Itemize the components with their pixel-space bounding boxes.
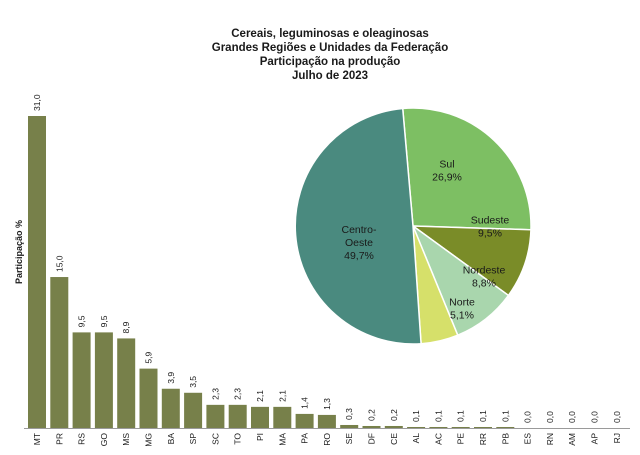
category-label-pr: PR [54,433,64,445]
bar-rs [72,332,91,428]
bar-ce [384,425,403,428]
pie-label-sul: Sul 26,9% [432,159,462,184]
category-label-pa: PA [300,433,310,444]
value-label-ro: 1,3 [322,398,332,410]
value-label-es: 0,0 [523,411,533,423]
pie-label-norte: Norte 5,1% [449,297,475,322]
value-label-pb: 0,1 [500,410,510,422]
value-label-rn: 0,0 [545,411,555,423]
value-label-pa: 1,4 [300,397,310,409]
bar-pr [50,277,69,428]
pie-label-sudeste: Sudeste 9,5% [471,215,510,240]
category-label-ce: CE [389,433,399,445]
pie-label-centro-oeste: Centro-Oeste 49,7% [341,224,377,262]
bar-al [407,426,426,428]
value-label-ap: 0,0 [590,411,600,423]
value-label-rr: 0,1 [478,410,488,422]
bar-ro [317,414,336,428]
value-label-se: 0,3 [344,408,354,420]
bar-ac [429,426,448,428]
chart-title: Cereais, leguminosas e oleaginosas Grand… [150,27,510,83]
value-label-am: 0,0 [567,411,577,423]
category-label-pi: PI [255,433,265,441]
value-label-df: 0,2 [367,409,377,421]
category-label-ap: AP [590,433,600,445]
category-label-rn: RN [545,433,555,445]
title-line-2: Grandes Regiões e Unidades da Federação [211,42,449,54]
bar-pb [496,426,515,428]
value-label-pe: 0,1 [456,410,466,422]
bar-ms [117,338,136,428]
value-label-al: 0,1 [411,410,421,422]
value-label-ms: 8,9 [121,321,131,333]
category-label-to: TO [233,433,243,445]
pie-slice-sul [401,107,532,231]
value-label-pi: 2,1 [255,390,265,402]
bar-ma [273,406,292,428]
bar-pe [451,426,470,428]
bar-mg [139,368,158,428]
value-label-rs: 9,5 [77,315,87,327]
bar-sp [184,392,203,428]
pie-label-nordeste: Nordeste 8,8% [463,265,506,290]
bar-pa [295,413,314,428]
value-label-sp: 3,5 [188,376,198,388]
bar-ba [161,388,180,428]
value-label-go: 9,5 [99,315,109,327]
bar-to [228,404,247,428]
category-label-rs: RS [77,433,87,445]
category-label-rj: RJ [612,433,622,443]
value-label-to: 2,3 [233,388,243,400]
bar-sc [206,404,225,428]
category-label-sc: SC [210,433,220,445]
bar-chart: Participação % 31,0 MT 15,0 PR 9,5 RS 9,5 GO 8,9 M… [14,94,630,447]
category-label-mt: MT [32,433,42,445]
category-label-sp: SP [188,433,198,445]
title-line-4: Julho de 2023 [291,70,369,82]
value-label-rj: 0,0 [612,411,622,423]
category-label-pb: PB [500,433,510,445]
value-label-ce: 0,2 [389,409,399,421]
bar-mt [28,116,46,428]
bar-df [362,425,381,428]
bar-se [340,424,359,428]
category-label-ms: MS [121,433,131,446]
bar-go [94,332,113,428]
value-label-pr: 15,0 [54,255,64,272]
category-label-mg: MG [144,433,154,447]
bar-pi [251,406,269,428]
category-label-es: ES [523,433,533,445]
value-label-mt: 31,0 [32,94,42,111]
title-line-1: Cereais, leguminosas e oleaginosas [231,28,429,40]
category-label-ac: AC [433,433,443,445]
bar-rr [474,426,492,428]
category-label-ro: RO [322,433,332,446]
category-label-rr: RR [478,433,488,445]
title-line-3: Participação na produção [259,56,401,68]
value-label-mg: 5,9 [144,352,154,364]
value-label-sc: 2,3 [210,388,220,400]
value-label-ac: 0,1 [433,410,443,422]
category-label-pe: PE [456,433,466,445]
pie-chart: Sul 26,9% Sudeste 9,5% Nordeste 8,8% Norte 5,1%… [294,107,532,345]
value-label-ba: 3,9 [166,372,176,384]
category-label-se: SE [344,433,354,445]
pie-slice-centro-oeste [294,107,422,345]
category-label-ma: MA [277,433,287,446]
value-label-ma: 2,1 [277,390,287,402]
category-label-go: GO [99,433,109,447]
y-axis-label: Participação % [14,220,24,284]
category-label-df: DF [367,433,377,444]
category-label-am: AM [567,433,577,446]
category-label-al: AL [411,433,421,444]
category-label-ba: BA [166,433,176,445]
